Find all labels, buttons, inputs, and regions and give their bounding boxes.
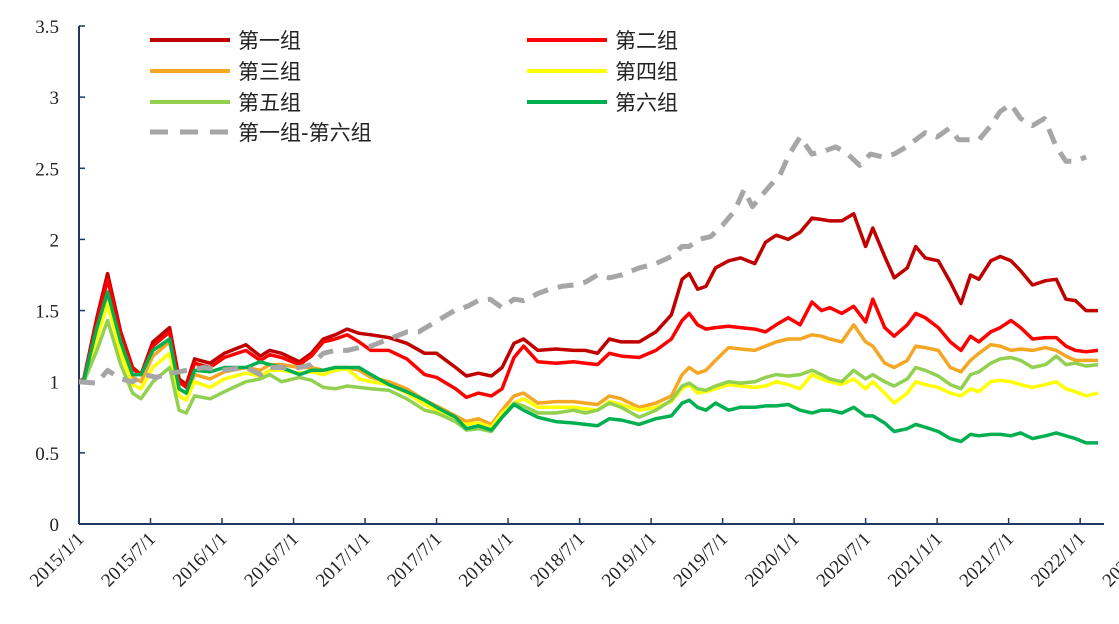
series-line-4 bbox=[78, 301, 1099, 429]
x-tick-label: 2021/1/1 bbox=[884, 529, 947, 592]
legend-label-4: 第四组 bbox=[615, 60, 678, 84]
y-tick-label: 2.5 bbox=[35, 159, 59, 180]
legend-label-7: 第一组-第六组 bbox=[238, 121, 372, 145]
series-line-6 bbox=[78, 290, 1098, 445]
x-tick-label: 2020/7/1 bbox=[813, 529, 876, 592]
y-tick-label: 2 bbox=[50, 230, 60, 251]
x-tick-label: 2015/7/1 bbox=[97, 529, 160, 592]
y-tick-label: 0.5 bbox=[35, 444, 59, 465]
series-line-1 bbox=[78, 212, 1098, 387]
y-tick-label: 3.5 bbox=[35, 17, 59, 38]
x-tick-label: 2022/1/1 bbox=[1027, 529, 1090, 592]
x-tick-label: 2018/7/1 bbox=[526, 529, 589, 592]
x-tick-label: 2015/1/1 bbox=[26, 529, 89, 592]
y-tick-label: 0 bbox=[50, 515, 60, 536]
y-tick-label: 1.5 bbox=[35, 302, 59, 323]
series-line-7 bbox=[78, 101, 1088, 386]
x-tick-label: 2018/1/1 bbox=[455, 529, 518, 592]
x-tick-label: 2019/1/1 bbox=[598, 529, 661, 592]
x-tick-label: 2019/7/1 bbox=[670, 529, 733, 592]
y-tick-label: 3 bbox=[50, 88, 60, 109]
y-tick-label: 1 bbox=[50, 373, 60, 394]
x-tick-label: 2020/1/1 bbox=[741, 529, 804, 592]
legend-label-6: 第六组 bbox=[615, 91, 678, 115]
x-tick-label: 2016/1/1 bbox=[169, 529, 232, 592]
series-line-2 bbox=[78, 277, 1099, 400]
x-tick-label: 2017/7/1 bbox=[383, 529, 446, 592]
legend-label-3: 第三组 bbox=[238, 60, 301, 84]
legend-label-1: 第一组 bbox=[238, 29, 301, 53]
x-tick-label: 2022/7/1 bbox=[1099, 529, 1119, 592]
legend-label-2: 第二组 bbox=[615, 29, 678, 53]
x-axis: 2015/1/1 2015/7/1 2016/1/1 2016/7/1 2017/1/1… bbox=[26, 518, 1119, 591]
legend-label-5: 第五组 bbox=[238, 91, 301, 115]
series-line-3 bbox=[78, 291, 1098, 427]
x-tick-label: 2016/7/1 bbox=[240, 529, 303, 592]
series-line-5 bbox=[79, 318, 1099, 434]
y-axis: 0 0.5 1 1.5 2 2.5 3 3.5 bbox=[35, 17, 85, 536]
series-lines bbox=[78, 101, 1099, 445]
x-tick-label: 2017/1/1 bbox=[312, 529, 375, 592]
x-tick-label: 2021/7/1 bbox=[956, 529, 1019, 592]
